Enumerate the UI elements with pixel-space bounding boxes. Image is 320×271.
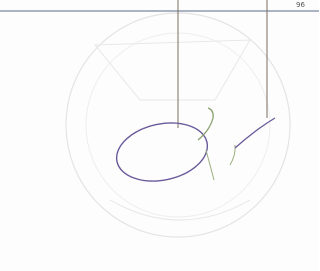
label: 96 bbox=[296, 1, 305, 9]
sketch: 96 bbox=[0, 0, 319, 271]
background bbox=[0, 0, 319, 271]
